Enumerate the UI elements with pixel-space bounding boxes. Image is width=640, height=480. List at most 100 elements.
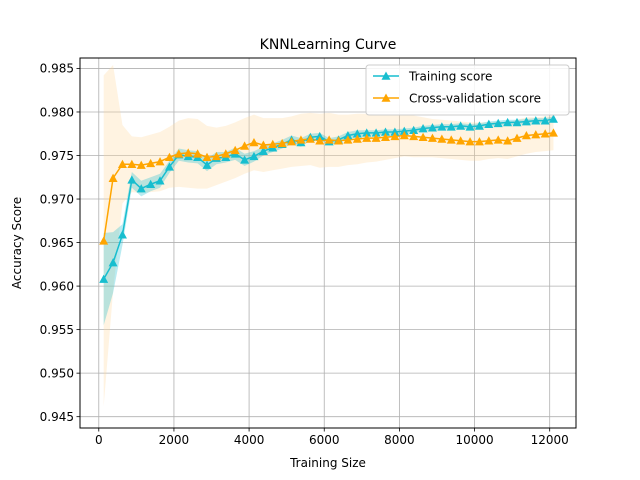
- data-point: [465, 122, 475, 131]
- y-tick-label: 0.965: [40, 236, 74, 250]
- data-point: [531, 130, 541, 139]
- data-point: [521, 117, 531, 126]
- data-point: [127, 175, 137, 184]
- confidence-band: [103, 64, 554, 407]
- data-point: [164, 162, 174, 171]
- data-point: [474, 137, 484, 146]
- y-axis-label: Accuracy Score: [10, 197, 24, 289]
- data-point: [258, 146, 268, 155]
- x-tick-label: 12000: [531, 433, 569, 447]
- y-tick-label: 0.980: [40, 105, 74, 119]
- data-point: [305, 134, 315, 143]
- y-axis-ticks: 0.945 0.950 0.955 0.960 0.965 0.970 0.975 0.980…: [40, 62, 80, 424]
- data-point: [446, 122, 456, 131]
- data-point: [418, 124, 428, 133]
- data-point: [268, 139, 278, 148]
- data-point: [136, 184, 146, 193]
- x-tick-label: 6000: [309, 433, 340, 447]
- data-point: [446, 135, 456, 144]
- data-point: [117, 230, 127, 239]
- x-tick-label: 8000: [384, 433, 415, 447]
- x-axis-ticks: 0 2000 4000 6000 8000 10000 12000: [95, 428, 569, 447]
- chart-title: KNNLearning Curve: [260, 37, 397, 53]
- data-point: [352, 129, 362, 138]
- y-tick-label: 0.955: [40, 323, 74, 337]
- data-point: [99, 274, 109, 283]
- data-point: [548, 128, 558, 137]
- data-point: [352, 134, 362, 143]
- x-tick-label: 10000: [455, 433, 493, 447]
- data-point: [503, 136, 513, 145]
- data-point: [202, 152, 212, 162]
- data-point: [380, 132, 390, 142]
- data-point: [531, 116, 541, 125]
- data-point: [418, 132, 428, 142]
- y-tick-label: 0.975: [40, 149, 74, 163]
- data-point: [390, 127, 400, 136]
- y-tick-label: 0.950: [40, 366, 74, 380]
- data-point: [456, 136, 466, 145]
- data-point: [456, 121, 466, 130]
- data-point: [155, 157, 165, 166]
- data-point: [183, 148, 193, 157]
- data-point: [240, 155, 250, 164]
- legend: Training score Cross-validation score: [365, 64, 570, 116]
- data-point: [362, 133, 372, 142]
- data-point: [249, 137, 259, 147]
- data-point: [493, 135, 503, 144]
- confidence-bands: [103, 64, 554, 407]
- data-point: [240, 141, 250, 150]
- y-tick-label: 0.960: [40, 279, 74, 293]
- y-tick-label: 0.945: [40, 410, 74, 424]
- y-tick-label: 0.985: [40, 62, 74, 76]
- data-point: [202, 160, 212, 169]
- data-point: [437, 134, 447, 143]
- data-point: [117, 159, 127, 169]
- x-tick-label: 2000: [159, 433, 190, 447]
- legend-box: [365, 64, 570, 116]
- data-point: [315, 131, 325, 141]
- data-point: [512, 133, 522, 142]
- data-point: [399, 130, 409, 140]
- plot-frame: [79, 57, 577, 429]
- data-point: [484, 119, 494, 128]
- data-point: [484, 136, 494, 145]
- data-point: [230, 145, 240, 155]
- data-point: [474, 121, 484, 130]
- data-point: [277, 138, 287, 148]
- data-point: [324, 135, 334, 144]
- data-point: [211, 151, 221, 161]
- data-point: [521, 130, 531, 140]
- legend-training-label: Training score: [408, 70, 492, 84]
- x-tick-label: 4000: [234, 433, 265, 447]
- data-point: [427, 133, 437, 142]
- data-point: [155, 176, 165, 185]
- data-point: [108, 258, 118, 267]
- data-point: [99, 236, 109, 245]
- data-point: [362, 128, 372, 137]
- data-point: [512, 117, 522, 127]
- data-point: [548, 114, 558, 123]
- data-point: [193, 149, 203, 158]
- data-point: [409, 125, 419, 135]
- data-point: [174, 149, 184, 158]
- data-point: [503, 117, 513, 127]
- data-point: [437, 122, 447, 131]
- data-point: [164, 152, 174, 162]
- data-point: [146, 179, 156, 189]
- data-point: [371, 133, 381, 142]
- legend-cv-marker: [381, 93, 391, 102]
- data-point: [249, 151, 259, 161]
- data-point: [493, 118, 503, 128]
- data-point: [409, 131, 419, 141]
- data-point: [343, 130, 353, 140]
- data-point: [390, 131, 400, 141]
- data-point: [343, 135, 353, 144]
- data-point: [371, 128, 381, 137]
- data-point: [127, 159, 137, 169]
- y-tick-label: 0.970: [40, 192, 74, 206]
- data-point: [136, 160, 146, 169]
- grid: [80, 58, 576, 428]
- data-point: [399, 126, 409, 135]
